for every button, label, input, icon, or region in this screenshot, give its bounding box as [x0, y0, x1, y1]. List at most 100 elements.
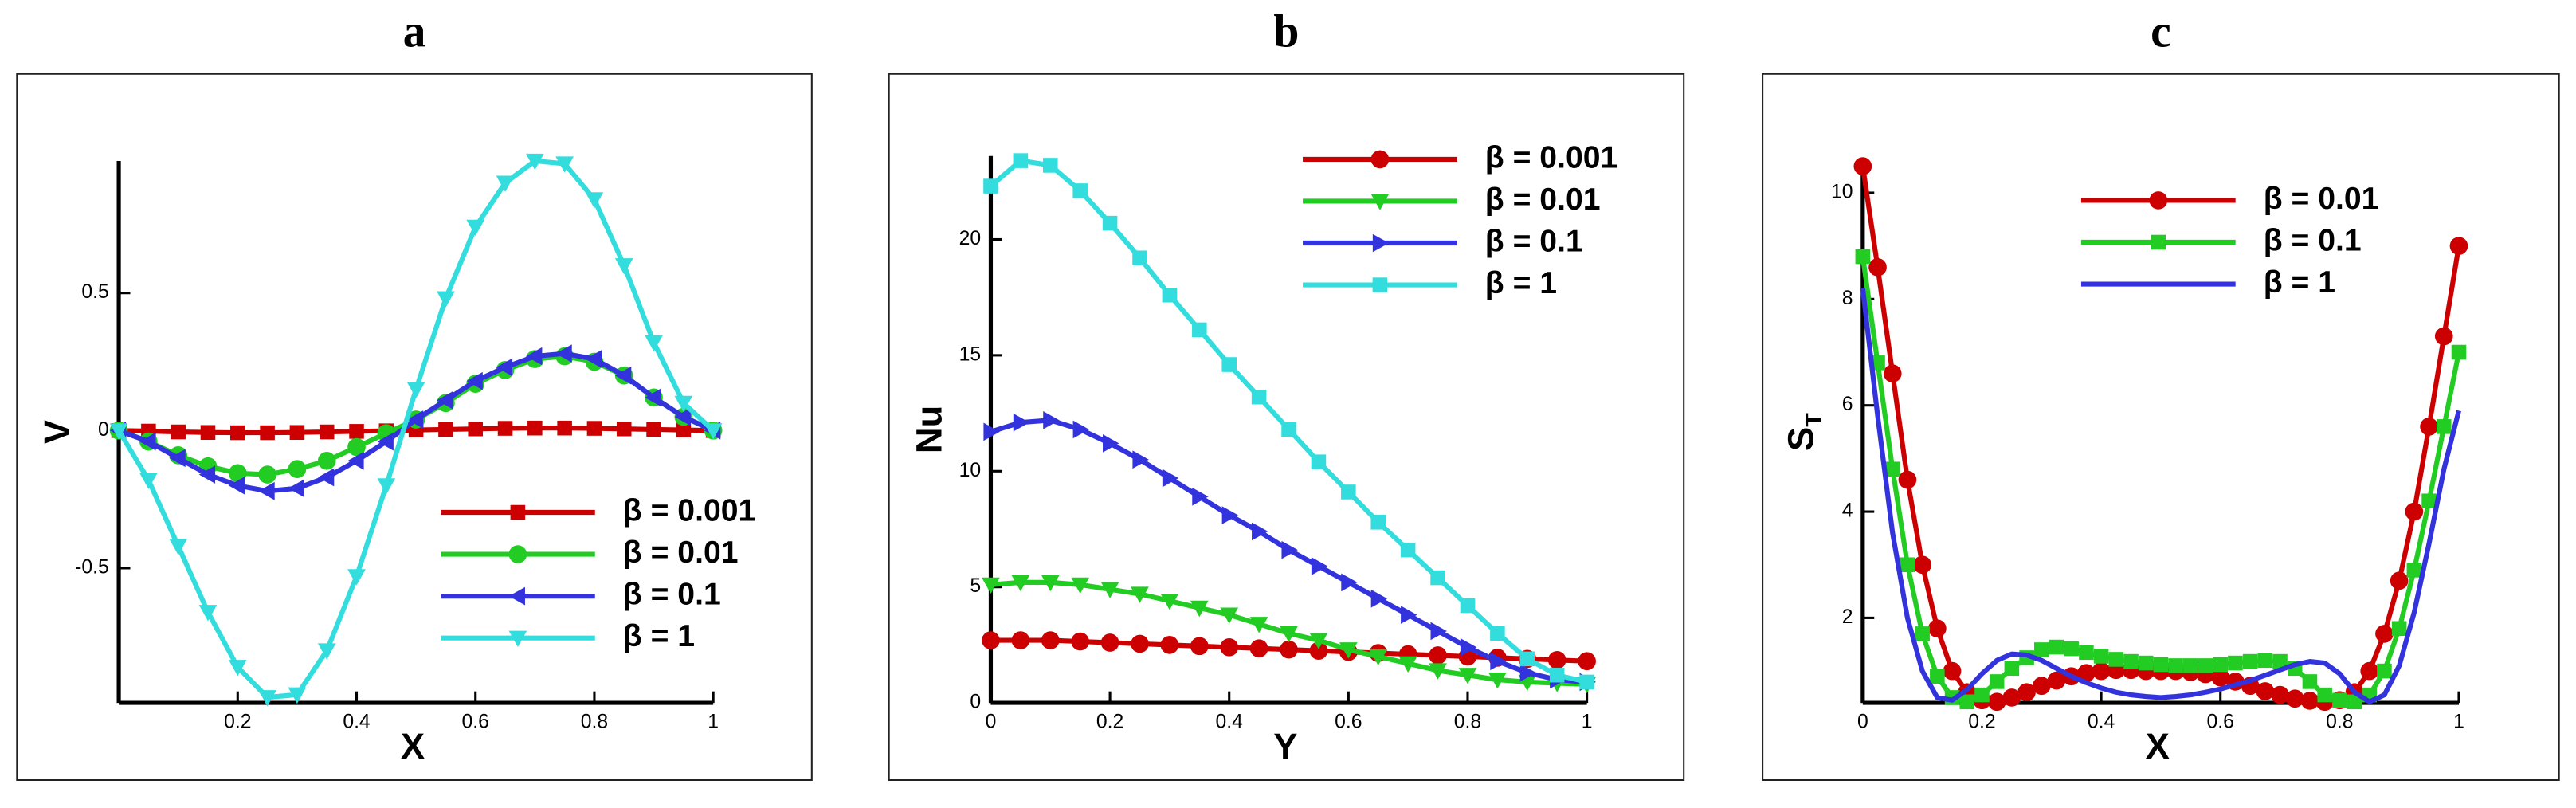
marker — [1103, 434, 1119, 453]
marker — [1401, 606, 1417, 624]
marker — [1959, 694, 1975, 710]
marker — [2375, 625, 2394, 643]
y-axis-label: Nu — [908, 406, 949, 453]
legend-marker — [2151, 234, 2166, 250]
marker — [1131, 586, 1149, 603]
marker — [557, 420, 572, 436]
marker — [2108, 652, 2124, 667]
marker — [2064, 641, 2079, 657]
legend-marker — [508, 545, 527, 563]
marker — [288, 479, 304, 498]
marker — [496, 358, 513, 377]
legend-marker — [508, 586, 525, 606]
marker — [1311, 557, 1328, 575]
marker — [2002, 688, 2021, 707]
y-tick-label: 0 — [970, 692, 981, 713]
marker — [1928, 619, 1947, 638]
marker — [1339, 642, 1358, 659]
marker — [2168, 658, 2183, 673]
marker — [1458, 668, 1477, 684]
marker — [1884, 461, 1900, 477]
y-axis-label: ST — [1781, 413, 1827, 451]
legend-marker — [1372, 277, 1388, 292]
marker — [230, 425, 245, 441]
marker — [1900, 557, 1915, 573]
legend-marker — [1370, 150, 1390, 169]
marker — [1400, 542, 1416, 558]
x-tick-label: 0.6 — [2207, 711, 2234, 732]
marker — [2420, 418, 2438, 436]
marker — [1281, 422, 1296, 437]
marker — [1192, 487, 1209, 506]
marker — [982, 577, 1000, 594]
y-tick-label: 10 — [1831, 182, 1853, 203]
marker — [676, 422, 692, 437]
x-tick-label: 0.8 — [1454, 711, 1481, 732]
y-axis-label-main: Nu — [908, 406, 949, 453]
marker — [2047, 671, 2066, 690]
marker — [1309, 641, 1328, 661]
y-tick-label: 8 — [1842, 288, 1853, 309]
marker — [1011, 575, 1030, 592]
marker — [288, 687, 307, 704]
marker — [406, 382, 425, 398]
marker — [1132, 250, 1147, 266]
marker — [317, 643, 336, 660]
x-tick-label: 0.4 — [1216, 711, 1244, 732]
marker — [1100, 582, 1119, 598]
marker — [1579, 674, 1594, 690]
marker — [983, 422, 1000, 441]
x-axis-label: X — [401, 726, 425, 767]
x-tick-label: 0.2 — [1968, 711, 1995, 732]
legend-label: β = 0.001 — [1485, 140, 1617, 175]
marker — [1868, 257, 1887, 277]
marker — [1072, 420, 1090, 439]
marker — [1883, 364, 1902, 383]
marker — [1398, 656, 1417, 673]
marker — [2213, 657, 2228, 673]
legend-label: β = 1 — [623, 619, 695, 653]
marker — [674, 395, 693, 413]
marker — [1943, 661, 1962, 681]
x-axis-label: Y — [1273, 726, 1297, 767]
marker — [258, 481, 275, 500]
marker — [1549, 667, 1565, 683]
marker — [496, 175, 515, 192]
marker — [2360, 661, 2379, 681]
marker — [2347, 694, 2362, 710]
marker — [1280, 640, 1298, 659]
marker — [1547, 650, 1566, 669]
marker — [1190, 600, 1209, 618]
marker — [1460, 598, 1476, 614]
marker — [1251, 389, 1267, 405]
marker — [1252, 522, 1268, 541]
marker — [1898, 470, 1917, 489]
marker — [2317, 687, 2332, 703]
marker — [1280, 626, 1298, 643]
panel-title: c — [2151, 7, 2171, 57]
marker — [527, 420, 543, 436]
marker — [2032, 677, 2051, 696]
marker — [2211, 668, 2230, 687]
marker — [983, 178, 998, 194]
marker — [1041, 575, 1060, 592]
x-tick-label: 0 — [986, 711, 997, 732]
marker — [1162, 469, 1179, 488]
marker — [1072, 183, 1088, 198]
panel-frame — [16, 73, 813, 781]
legend-marker — [510, 504, 526, 520]
panel-frame — [888, 73, 1685, 781]
marker — [1974, 687, 1990, 703]
legend-label: β = 0.01 — [2264, 182, 2379, 216]
marker — [1341, 573, 1358, 592]
marker — [2034, 642, 2049, 657]
marker — [2138, 655, 2154, 671]
marker — [1249, 617, 1268, 633]
marker — [645, 335, 663, 352]
marker — [1249, 639, 1268, 658]
y-axis-label-main: S — [1781, 427, 1821, 451]
y-axis-label-main: V — [37, 420, 77, 444]
series-line — [1860, 288, 2461, 704]
x-tick-label: 1 — [2453, 711, 2464, 732]
legend-label: β = 0.1 — [623, 577, 721, 611]
